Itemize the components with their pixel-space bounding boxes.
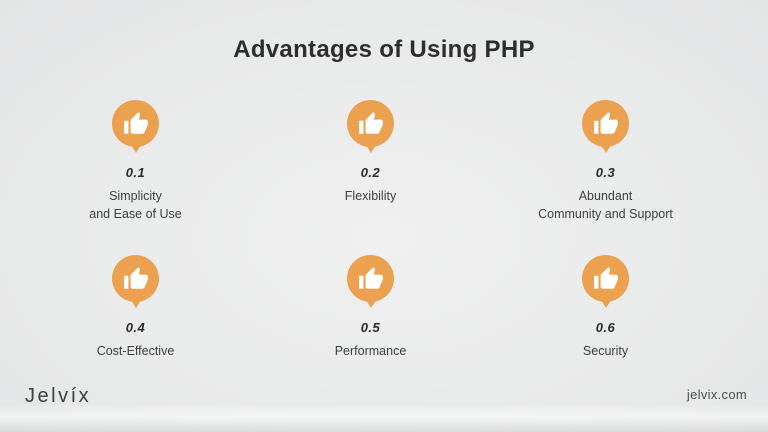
advantage-number: 0.4 <box>125 320 146 335</box>
thumbs-up-badge <box>112 100 159 147</box>
advantage-number: 0.6 <box>595 320 616 335</box>
advantage-number: 0.3 <box>595 165 616 180</box>
thumbs-up-icon <box>358 111 383 134</box>
advantage-item-4: 0.4 Cost-Effective <box>18 255 253 360</box>
advantage-number: 0.2 <box>360 165 381 180</box>
advantage-label: Simplicity and Ease of Use <box>89 189 182 222</box>
grid-row-2: 0.4 Cost-Effective 0.5 Performance 0.6 S… <box>18 255 723 410</box>
thumbs-up-icon <box>123 266 148 289</box>
advantage-label: Security <box>582 344 629 358</box>
advantage-label: Performance <box>334 344 407 358</box>
thumbs-up-icon <box>593 111 618 134</box>
thumbs-up-badge <box>347 100 394 147</box>
thumbs-up-badge <box>582 255 629 302</box>
advantage-item-2: 0.2 Flexibility <box>253 100 488 205</box>
thumbs-up-icon <box>358 266 383 289</box>
website-url: jelvix.com <box>686 387 747 402</box>
advantages-grid: 0.1 Simplicity and Ease of Use 0.2 Flexi… <box>18 100 723 410</box>
advantage-item-1: 0.1 Simplicity and Ease of Use <box>18 100 253 223</box>
advantage-item-6: 0.6 Security <box>488 255 723 360</box>
advantage-number: 0.5 <box>360 320 381 335</box>
page-title: Advantages of Using PHP <box>233 36 535 63</box>
thumbs-up-icon <box>593 266 618 289</box>
advantage-label: Abundant Community and Support <box>538 189 673 222</box>
thumbs-up-badge <box>112 255 159 302</box>
thumbs-up-badge <box>582 100 629 147</box>
thumbs-up-icon <box>123 111 148 134</box>
advantage-number: 0.1 <box>125 165 146 180</box>
advantage-label: Flexibility <box>344 189 397 203</box>
advantage-item-5: 0.5 Performance <box>253 255 488 360</box>
grid-row-1: 0.1 Simplicity and Ease of Use 0.2 Flexi… <box>18 100 723 255</box>
advantage-label: Cost-Effective <box>96 344 175 358</box>
advantage-item-3: 0.3 Abundant Community and Support <box>488 100 723 223</box>
thumbs-up-badge <box>347 255 394 302</box>
jelvix-logo: Jelvíx <box>25 385 92 407</box>
